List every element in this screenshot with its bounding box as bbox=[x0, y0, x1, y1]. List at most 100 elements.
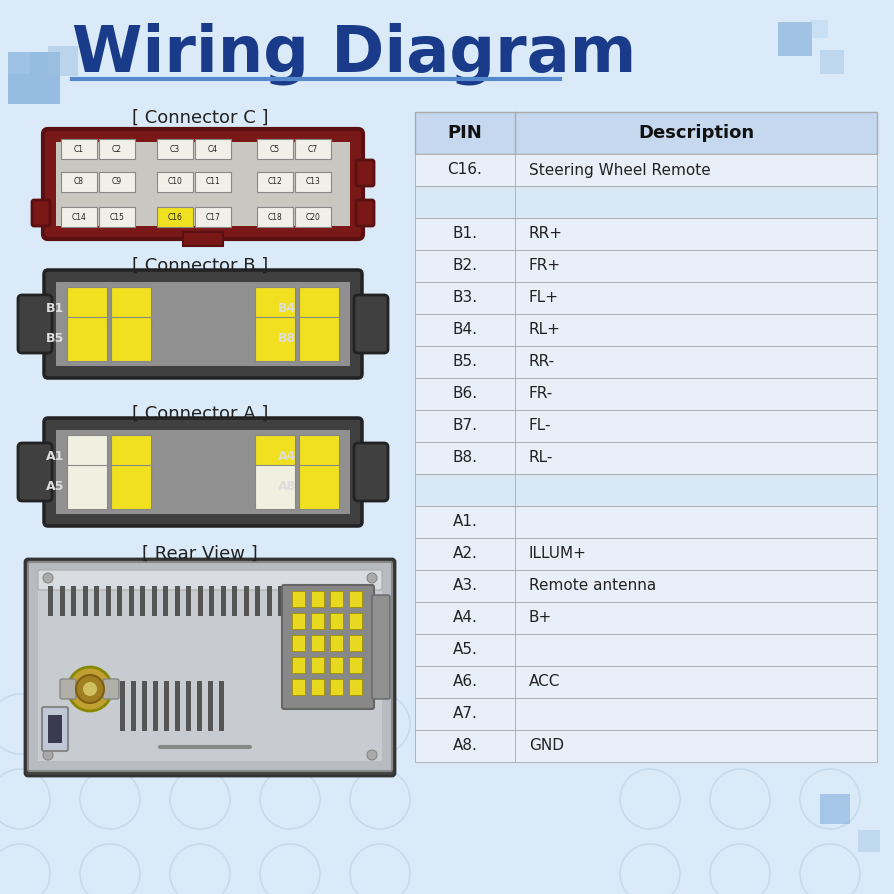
FancyBboxPatch shape bbox=[255, 465, 295, 509]
Text: C1: C1 bbox=[74, 145, 84, 154]
FancyBboxPatch shape bbox=[56, 430, 350, 514]
Text: B2.: B2. bbox=[452, 258, 477, 274]
Text: RL-: RL- bbox=[529, 451, 553, 466]
FancyBboxPatch shape bbox=[60, 679, 76, 699]
FancyBboxPatch shape bbox=[415, 570, 877, 602]
FancyBboxPatch shape bbox=[257, 207, 293, 227]
FancyBboxPatch shape bbox=[349, 635, 362, 651]
FancyBboxPatch shape bbox=[356, 160, 374, 186]
Text: A1: A1 bbox=[46, 451, 64, 463]
FancyBboxPatch shape bbox=[810, 20, 828, 38]
FancyBboxPatch shape bbox=[186, 681, 191, 731]
FancyBboxPatch shape bbox=[415, 730, 877, 762]
FancyBboxPatch shape bbox=[71, 586, 76, 616]
FancyBboxPatch shape bbox=[94, 586, 99, 616]
FancyBboxPatch shape bbox=[292, 679, 305, 695]
FancyBboxPatch shape bbox=[18, 295, 52, 353]
FancyBboxPatch shape bbox=[183, 232, 223, 246]
FancyBboxPatch shape bbox=[415, 506, 877, 538]
FancyBboxPatch shape bbox=[157, 139, 193, 159]
FancyBboxPatch shape bbox=[415, 112, 877, 154]
FancyBboxPatch shape bbox=[111, 317, 151, 361]
FancyBboxPatch shape bbox=[282, 585, 374, 709]
Text: B6.: B6. bbox=[452, 386, 477, 401]
Text: C9: C9 bbox=[112, 178, 122, 187]
FancyBboxPatch shape bbox=[174, 586, 180, 616]
Text: C8: C8 bbox=[74, 178, 84, 187]
Text: ACC: ACC bbox=[529, 674, 561, 689]
FancyBboxPatch shape bbox=[164, 681, 169, 731]
FancyBboxPatch shape bbox=[56, 142, 350, 226]
FancyBboxPatch shape bbox=[415, 634, 877, 666]
FancyBboxPatch shape bbox=[120, 681, 125, 731]
FancyBboxPatch shape bbox=[313, 586, 317, 616]
FancyBboxPatch shape bbox=[117, 586, 122, 616]
FancyBboxPatch shape bbox=[292, 657, 305, 673]
Text: C17: C17 bbox=[206, 213, 221, 222]
FancyBboxPatch shape bbox=[82, 586, 88, 616]
Text: [ Connector C ]: [ Connector C ] bbox=[131, 109, 268, 127]
Circle shape bbox=[83, 682, 97, 696]
FancyBboxPatch shape bbox=[299, 435, 339, 479]
FancyBboxPatch shape bbox=[142, 681, 147, 731]
FancyBboxPatch shape bbox=[209, 586, 214, 616]
FancyBboxPatch shape bbox=[295, 172, 331, 192]
FancyBboxPatch shape bbox=[299, 317, 339, 361]
FancyBboxPatch shape bbox=[219, 681, 224, 731]
Text: ILLUM+: ILLUM+ bbox=[529, 546, 586, 561]
FancyBboxPatch shape bbox=[858, 830, 880, 852]
Circle shape bbox=[367, 573, 377, 583]
FancyBboxPatch shape bbox=[349, 657, 362, 673]
FancyBboxPatch shape bbox=[157, 207, 193, 227]
Text: B+: B+ bbox=[529, 611, 552, 626]
FancyBboxPatch shape bbox=[311, 613, 324, 629]
FancyBboxPatch shape bbox=[61, 172, 97, 192]
FancyBboxPatch shape bbox=[195, 139, 231, 159]
FancyBboxPatch shape bbox=[8, 52, 60, 104]
Text: FL+: FL+ bbox=[529, 291, 559, 306]
FancyBboxPatch shape bbox=[311, 657, 324, 673]
FancyBboxPatch shape bbox=[356, 200, 374, 226]
FancyBboxPatch shape bbox=[415, 154, 877, 186]
Text: FR+: FR+ bbox=[529, 258, 561, 274]
FancyBboxPatch shape bbox=[415, 186, 877, 218]
FancyBboxPatch shape bbox=[330, 613, 343, 629]
FancyBboxPatch shape bbox=[42, 707, 68, 751]
FancyBboxPatch shape bbox=[28, 562, 392, 771]
FancyBboxPatch shape bbox=[61, 207, 97, 227]
FancyBboxPatch shape bbox=[38, 570, 382, 590]
FancyBboxPatch shape bbox=[415, 314, 877, 346]
Text: [ Rear View ]: [ Rear View ] bbox=[142, 545, 257, 563]
FancyBboxPatch shape bbox=[151, 586, 156, 616]
FancyBboxPatch shape bbox=[67, 287, 107, 331]
Text: C20: C20 bbox=[306, 213, 320, 222]
Text: C16: C16 bbox=[167, 213, 182, 222]
Text: [ Connector A ]: [ Connector A ] bbox=[131, 405, 268, 423]
Text: C16.: C16. bbox=[448, 163, 483, 178]
FancyBboxPatch shape bbox=[44, 270, 362, 378]
Text: A4: A4 bbox=[278, 451, 296, 463]
FancyBboxPatch shape bbox=[140, 586, 145, 616]
Text: C7: C7 bbox=[308, 145, 318, 154]
FancyBboxPatch shape bbox=[372, 595, 390, 699]
FancyBboxPatch shape bbox=[48, 46, 78, 76]
FancyBboxPatch shape bbox=[330, 679, 343, 695]
Text: C14: C14 bbox=[72, 213, 87, 222]
FancyBboxPatch shape bbox=[324, 586, 329, 616]
FancyBboxPatch shape bbox=[415, 474, 877, 506]
FancyBboxPatch shape bbox=[60, 586, 64, 616]
FancyBboxPatch shape bbox=[38, 572, 382, 761]
Text: A1.: A1. bbox=[452, 515, 477, 529]
Text: C15: C15 bbox=[110, 213, 124, 222]
Text: FR-: FR- bbox=[529, 386, 553, 401]
FancyBboxPatch shape bbox=[290, 586, 294, 616]
FancyBboxPatch shape bbox=[415, 666, 877, 698]
FancyBboxPatch shape bbox=[8, 52, 30, 74]
Text: C13: C13 bbox=[306, 178, 320, 187]
Text: B3.: B3. bbox=[452, 291, 477, 306]
FancyBboxPatch shape bbox=[330, 635, 343, 651]
Text: A5.: A5. bbox=[452, 643, 477, 657]
Circle shape bbox=[43, 750, 53, 760]
FancyBboxPatch shape bbox=[195, 172, 231, 192]
FancyBboxPatch shape bbox=[778, 22, 812, 56]
